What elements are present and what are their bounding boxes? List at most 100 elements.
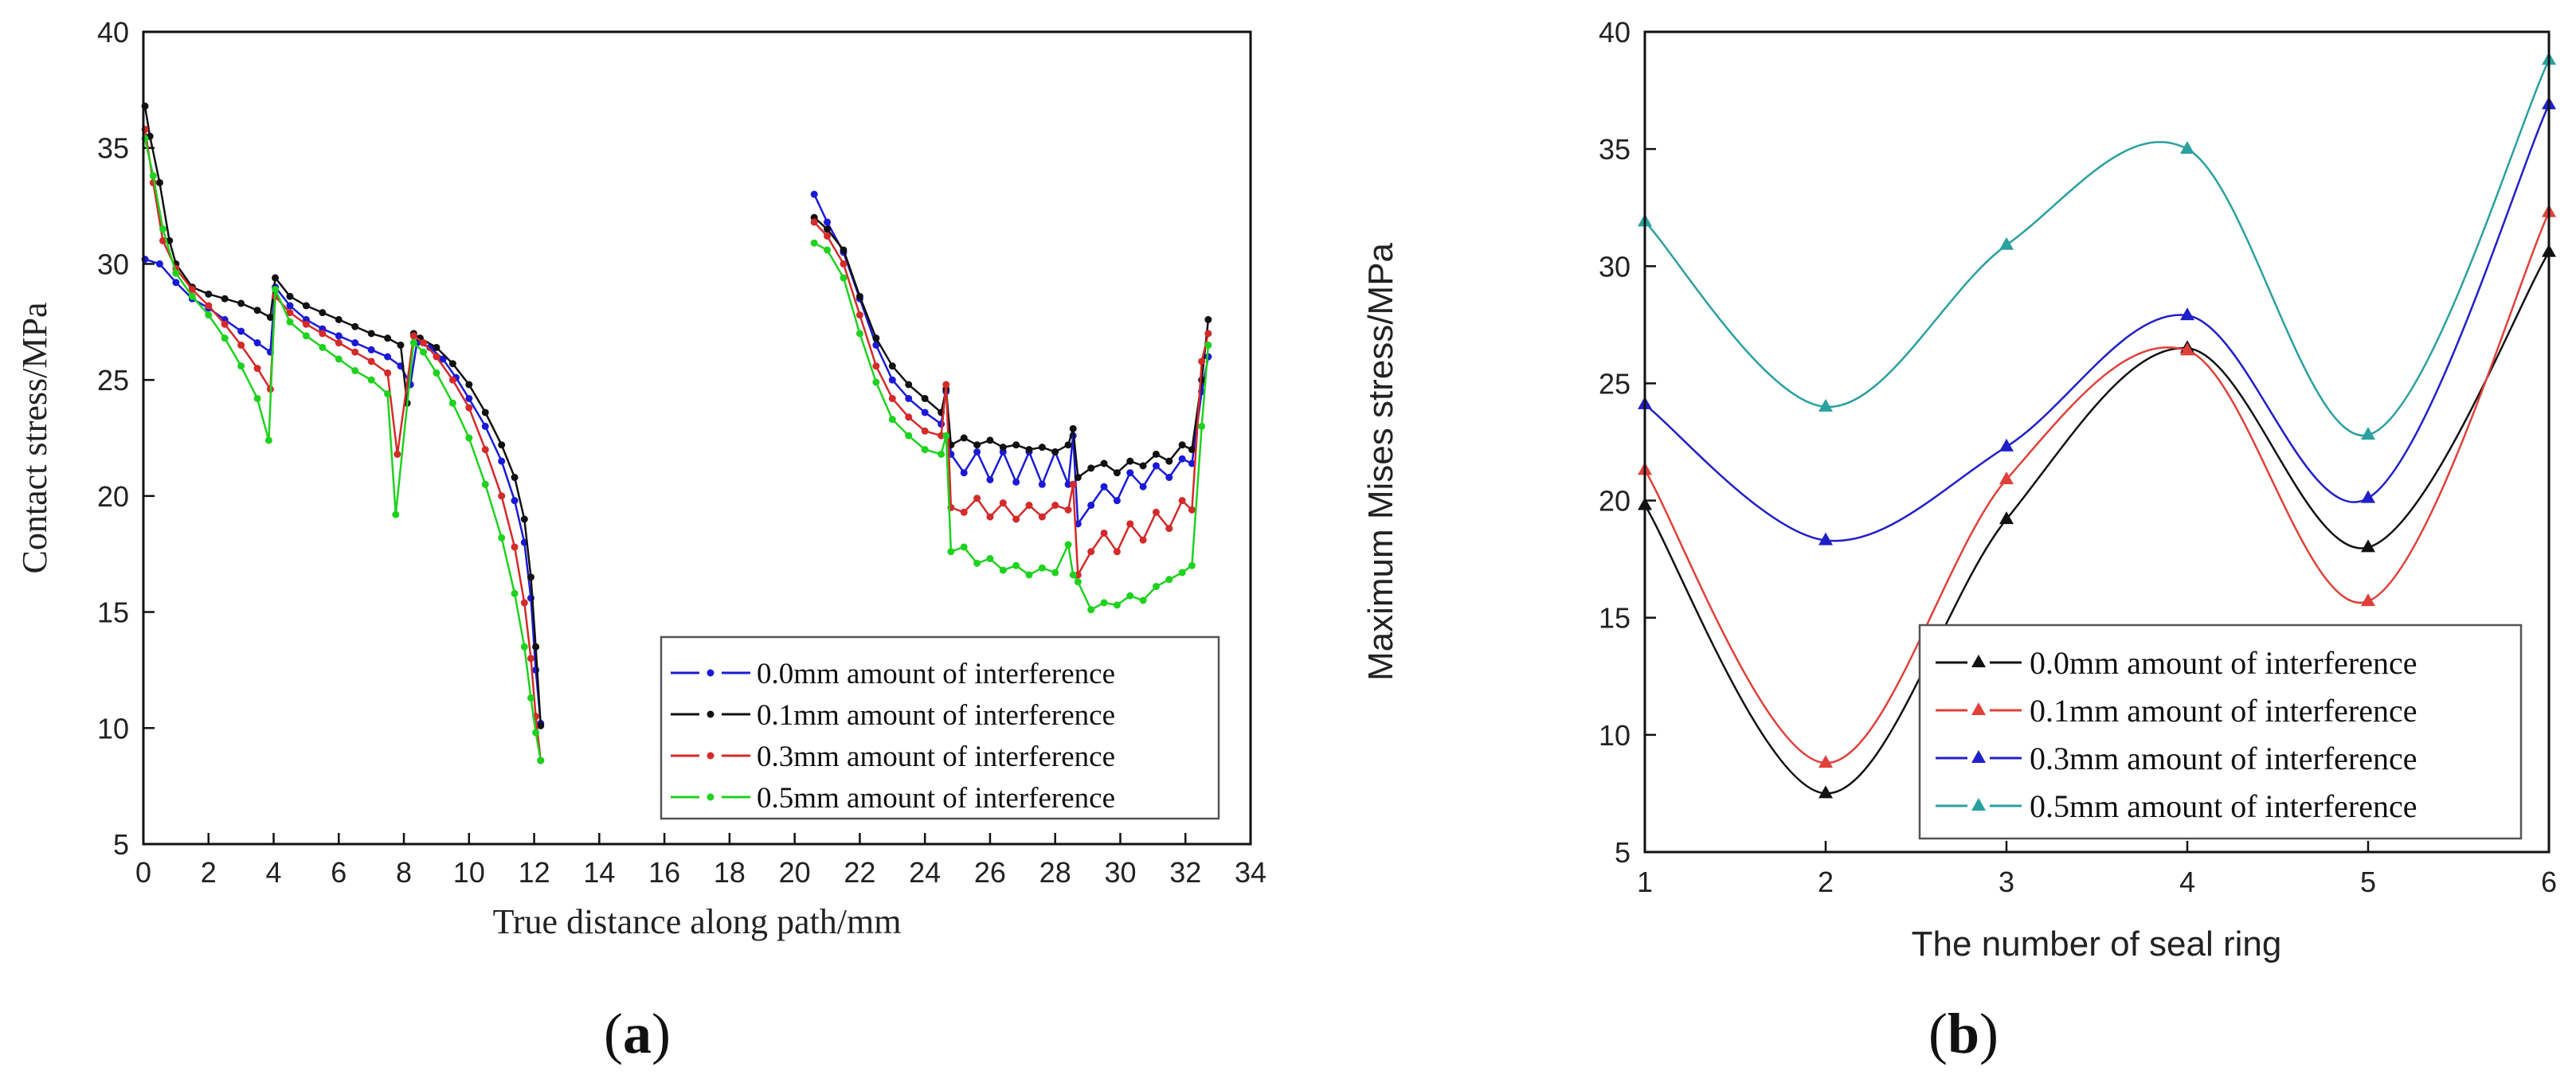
chart-a-point (221, 295, 229, 303)
chart-a-point (960, 508, 968, 516)
chart-a-point (1100, 459, 1108, 467)
chart-a-point (1178, 569, 1186, 577)
chart-a-point (872, 378, 880, 386)
chart-a-point (1113, 601, 1121, 609)
chart-b-ylabel: Maximum Mises stress/MPa (1361, 242, 1400, 681)
chart-a: 0 2 4 6 8 10 12 14 16 18 20 22 24 26 28 30 32 34510152025… (15, 16, 1266, 1065)
chart-b-series-0-line (1643, 251, 2551, 795)
chart-a-point (272, 285, 280, 293)
chart-a-point (1198, 358, 1206, 366)
chart-a-point (942, 432, 950, 440)
chart-a-point (999, 444, 1007, 452)
chart-a-point (1051, 569, 1059, 577)
chart-a-point (335, 339, 343, 347)
chart-a-point (855, 292, 863, 300)
chart-a-point (481, 408, 489, 416)
chart-a-ytick-label: 10 (97, 712, 129, 745)
chart-a-point (1204, 341, 1212, 349)
chart-a-point (511, 543, 519, 551)
chart-b-point (2361, 593, 2375, 607)
chart-a-point (1012, 515, 1020, 523)
chart-a-point (1051, 502, 1059, 510)
panel-a-label: (a) (604, 1002, 671, 1065)
chart-b-legend: 0.0mm amount of interference 0.1mm amount… (1918, 624, 2523, 840)
chart-a-point (351, 339, 359, 347)
chart-a-point (1139, 536, 1147, 544)
chart-a-point (810, 239, 818, 247)
chart-a-point (335, 332, 343, 340)
chart-a-point (810, 190, 818, 198)
chart-a-point (481, 446, 489, 454)
chart-a-xtick-label: 2 (201, 856, 217, 889)
chart-a-point (511, 497, 519, 505)
chart-a-point (302, 332, 310, 340)
chart-a-ytick-label: 25 (97, 364, 129, 397)
chart-a-point (1165, 457, 1173, 465)
chart-a-legend-entry: 0.1mm amount of interference (671, 699, 1115, 732)
chart-a-point (824, 246, 832, 254)
chart-b-legend-entry: 0.5mm amount of interference (1936, 788, 2417, 824)
chart-a-point (302, 320, 310, 328)
chart-a-legend-label: 0.3mm amount of interference (757, 741, 1115, 773)
chart-a-legend-marker (707, 669, 714, 677)
chart-a-point (532, 729, 540, 737)
chart-a-xtick-label: 6 (331, 856, 346, 889)
chart-b: 1 2 3 4 5 6 5 10 15 20 25 30 35 40 The number of seal… (1361, 16, 2557, 1065)
chart-a-point (960, 469, 968, 477)
chart-b-xtick-label: 3 (1999, 866, 2014, 898)
chart-a-point (960, 434, 968, 442)
chart-a-series-layer (141, 102, 1212, 764)
chart-a-point (384, 369, 392, 377)
chart-a-point (465, 381, 473, 389)
chart-a-point (1087, 548, 1095, 556)
chart-a-point (498, 441, 506, 449)
chart-a-ytick-label: 35 (97, 132, 129, 165)
chart-a-point (872, 334, 880, 342)
chart-b-series-layer (1638, 52, 2556, 799)
chart-a-point (420, 348, 428, 356)
chart-b-legend-entry: 0.3mm amount of interference (1936, 741, 2417, 776)
chart-a-legend-entry: 0.0mm amount of interference (671, 658, 1115, 690)
chart-a-point (888, 376, 896, 384)
chart-a-point (1139, 596, 1147, 604)
chart-a-point (520, 643, 528, 651)
chart-a-point (1152, 583, 1160, 591)
chart-a-xtick-label: 24 (909, 856, 941, 889)
chart-b-point (1999, 471, 2014, 485)
chart-a-point (205, 302, 213, 310)
chart-a-point (465, 404, 473, 412)
chart-a-point (1069, 571, 1077, 579)
chart-a-point (1165, 474, 1173, 482)
chart-a-point (393, 450, 401, 458)
chart-a-xtick-label: 20 (779, 856, 811, 889)
chart-a-point (1025, 446, 1033, 454)
chart-a-xtick-label: 0 (135, 856, 151, 889)
chart-a-xtick-label: 12 (519, 856, 550, 889)
chart-a-point (335, 315, 343, 323)
chart-a-point (986, 513, 994, 521)
chart-a-point (1198, 422, 1206, 430)
chart-a-ytick-label: 5 (113, 828, 129, 861)
chart-a-point (1113, 469, 1121, 477)
chart-b-point (2361, 539, 2375, 553)
chart-a-point (448, 376, 456, 384)
chart-a-point (1126, 469, 1134, 477)
chart-a-point (1113, 548, 1121, 556)
chart-a-point (448, 399, 456, 407)
chart-a-point (537, 721, 545, 729)
chart-a-point (1087, 606, 1095, 614)
chart-a-point (1126, 457, 1134, 465)
chart-a-point (481, 480, 489, 488)
panel-b-label: (b) (1928, 1002, 1999, 1065)
chart-a-point (999, 499, 1007, 507)
chart-a-point (532, 643, 540, 651)
chart-a-point (433, 353, 440, 361)
chart-a-point (1038, 480, 1046, 488)
chart-b-xtick-label: 5 (2360, 866, 2376, 898)
chart-a-point (253, 339, 261, 347)
chart-a-point (1074, 474, 1082, 482)
chart-a-xtick-label: 16 (648, 856, 680, 889)
chart-b-ytick-label: 35 (1599, 133, 1631, 166)
chart-a-point (921, 446, 929, 454)
